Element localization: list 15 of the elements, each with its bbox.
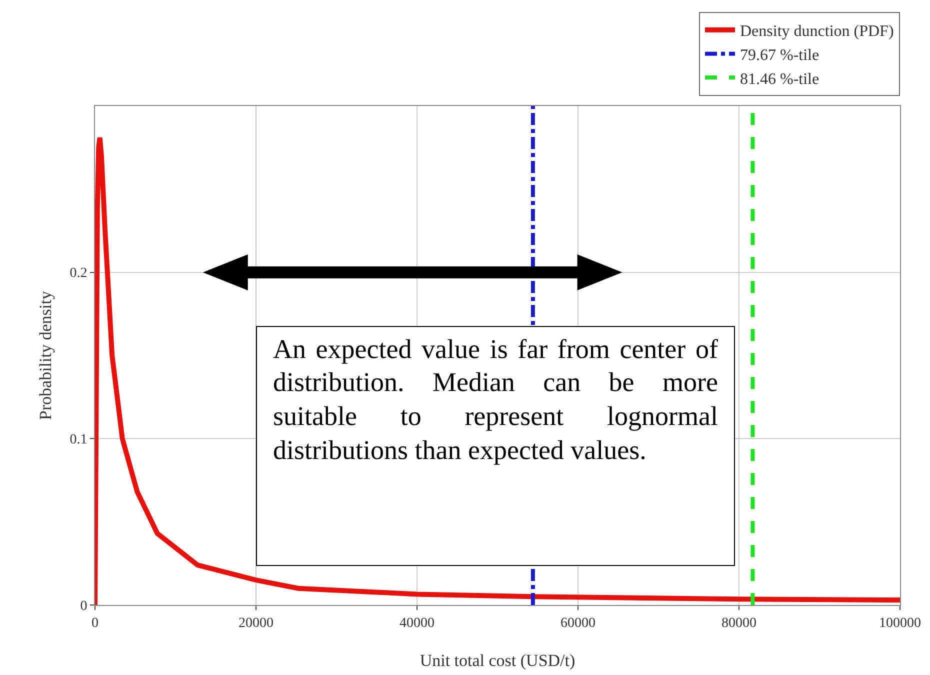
x-tick-label: 100000 (879, 616, 921, 631)
legend-label: 81.46 %-tile (740, 70, 820, 88)
x-axis-title: Unit total cost (USD/t) (420, 651, 576, 670)
legend-label: 79.67 %-tile (740, 46, 820, 64)
x-tick-label: 60000 (560, 616, 596, 631)
text-box: An expected value is far from center of distribution. Median can be more suitable to represent lognormal distributions than expected values. (256, 326, 735, 566)
legend-label: Density dunction (PDF) (740, 23, 894, 40)
x-tick-label: 20000 (238, 616, 274, 631)
y-axis-title: Probability density (36, 290, 55, 420)
x-tick-label: 80000 (722, 616, 756, 631)
y-tick-label: 0.2 (70, 266, 88, 282)
y-tick-label: 0.1 (70, 432, 88, 448)
y-tick-label: 0 (80, 598, 88, 614)
x-tick-label: 40000 (400, 616, 434, 631)
x-tick-label: 0 (92, 616, 98, 631)
